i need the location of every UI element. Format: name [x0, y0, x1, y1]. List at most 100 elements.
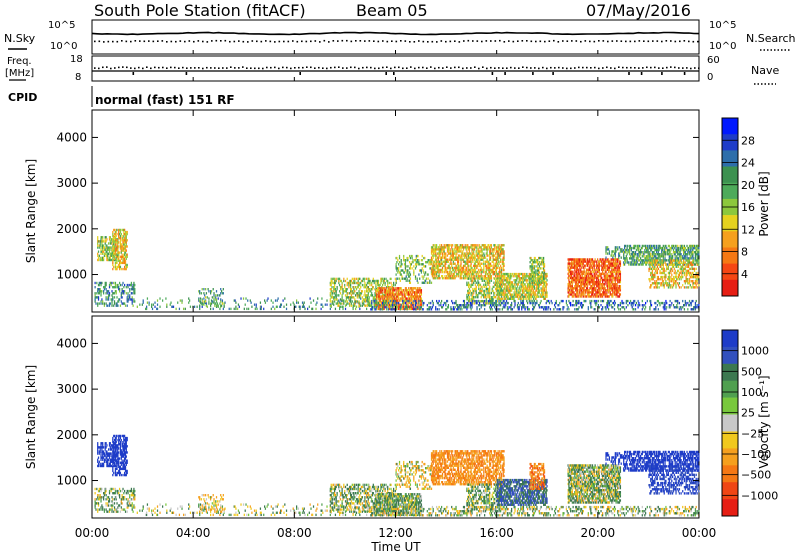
data-cell	[505, 291, 507, 294]
data-cell	[378, 301, 380, 304]
data-cell	[366, 294, 368, 297]
data-cell	[446, 258, 449, 261]
data-cell	[368, 298, 370, 301]
data-cell	[415, 297, 417, 300]
data-cell	[470, 293, 472, 297]
data-cell	[614, 250, 616, 253]
data-cell	[602, 272, 604, 276]
data-cell	[390, 277, 392, 281]
data-cell	[484, 264, 487, 268]
data-cell	[619, 262, 622, 265]
data-cell	[346, 288, 348, 291]
data-cell	[437, 264, 439, 268]
data-cell	[425, 261, 428, 264]
data-cell	[575, 278, 578, 282]
nave-dot	[490, 66, 492, 69]
data-cell	[383, 305, 385, 308]
data-cell	[526, 272, 528, 276]
data-cell	[124, 267, 126, 271]
data-cell	[608, 295, 611, 298]
data-cell	[413, 295, 415, 298]
data-cell	[587, 272, 589, 276]
data-cell	[495, 281, 498, 284]
data-cell	[126, 253, 128, 256]
data-cell	[409, 307, 412, 311]
data-cell	[360, 294, 362, 297]
data-cell	[114, 265, 117, 269]
data-cell	[581, 283, 584, 286]
data-cell	[602, 268, 604, 271]
data-cell	[497, 272, 499, 276]
data-cell	[391, 287, 393, 290]
data-cell	[387, 299, 389, 302]
noise-search-dot	[431, 40, 434, 43]
data-cell	[493, 262, 495, 265]
data-cell	[590, 287, 592, 290]
data-cell	[108, 250, 111, 253]
data-cell	[428, 259, 430, 262]
data-cell	[113, 237, 115, 240]
data-cell	[446, 272, 449, 276]
data-cell	[337, 277, 339, 281]
data-cell	[111, 242, 113, 245]
data-cell	[431, 270, 434, 274]
data-cell	[441, 244, 443, 247]
data-cell	[100, 302, 102, 305]
data-cell	[462, 258, 464, 261]
data-cell	[473, 275, 476, 278]
data-cell	[492, 270, 494, 274]
nsearch-label: N.Search	[746, 32, 796, 45]
data-cell	[500, 258, 502, 261]
data-cell	[529, 277, 531, 280]
data-cell	[608, 276, 611, 280]
data-cell	[505, 287, 508, 290]
data-cell	[526, 293, 528, 296]
data-cell	[102, 246, 104, 249]
data-cell	[441, 256, 444, 259]
data-cell	[463, 256, 466, 259]
data-cell	[420, 269, 423, 272]
data-cell	[614, 278, 616, 282]
data-cell	[481, 250, 483, 253]
data-cell	[112, 247, 114, 250]
data-cell	[103, 244, 105, 247]
noise-panel: N.Sky 10^5 10^0 10^5 10^0 N.Search	[4, 19, 796, 55]
data-cell	[441, 258, 443, 261]
data-cell	[366, 296, 369, 299]
data-cell	[479, 287, 482, 291]
data-cell	[612, 266, 614, 269]
data-cell	[496, 285, 498, 288]
data-cell	[454, 244, 456, 247]
data-cell	[119, 259, 121, 263]
data-cell	[358, 283, 360, 287]
data-cell	[199, 301, 202, 304]
data-cell	[608, 264, 611, 267]
data-cell	[478, 252, 480, 255]
nave-dot	[286, 66, 288, 69]
data-cell	[99, 258, 101, 262]
data-cell	[285, 303, 288, 306]
data-cell	[462, 275, 465, 278]
data-cell	[592, 264, 595, 267]
data-cell	[443, 270, 445, 274]
data-cell	[584, 285, 586, 288]
data-cell	[125, 241, 127, 244]
nave-dot	[670, 66, 672, 68]
data-cell	[381, 303, 383, 306]
data-cell	[597, 287, 600, 290]
data-cell	[471, 252, 473, 255]
data-cell	[465, 254, 467, 257]
data-cell	[500, 250, 502, 253]
data-cell	[610, 289, 612, 292]
data-cell	[337, 304, 339, 307]
data-cell	[590, 270, 592, 273]
data-cell	[215, 298, 218, 301]
data-cell	[100, 283, 102, 287]
data-cell	[510, 289, 512, 292]
data-cell	[617, 274, 619, 278]
data-cell	[99, 244, 101, 247]
data-cell	[610, 280, 612, 284]
data-cell	[361, 304, 364, 307]
data-cell	[461, 272, 463, 276]
